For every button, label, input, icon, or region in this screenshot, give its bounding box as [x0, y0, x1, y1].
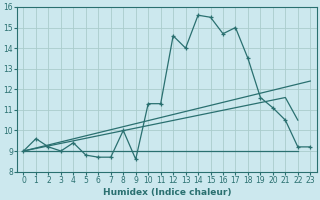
X-axis label: Humidex (Indice chaleur): Humidex (Indice chaleur) [103, 188, 231, 197]
